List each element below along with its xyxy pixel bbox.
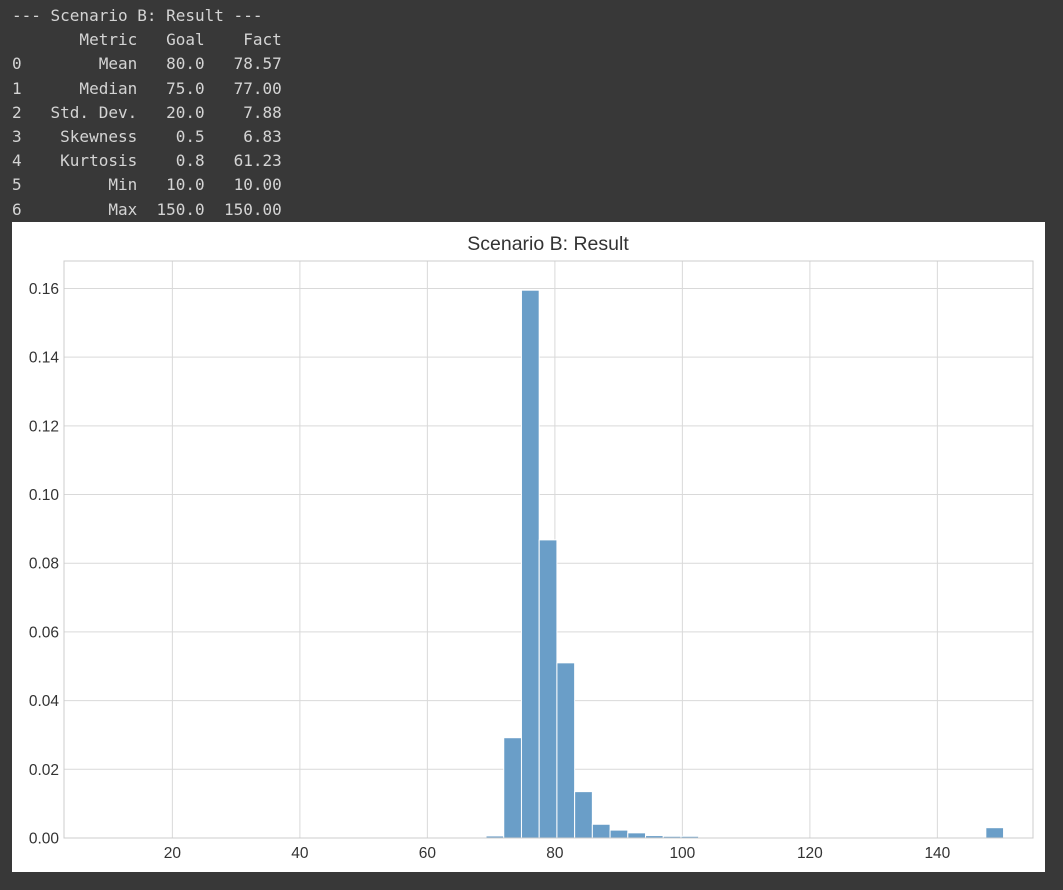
fact-cell: 150.00 — [204, 199, 282, 219]
goal-cell: 80.0 — [137, 54, 205, 74]
row-index: 3 — [12, 127, 32, 147]
y-tick-label: 0.06 — [29, 624, 59, 641]
table-row: 6 Max 150.0 150.00 — [12, 200, 282, 219]
x-tick-label: 80 — [546, 845, 564, 862]
column-header: Metric — [31, 30, 138, 50]
y-tick-label: 0.08 — [29, 556, 59, 573]
row-index: 5 — [12, 175, 32, 195]
table-row: 2 Std. Dev. 20.0 7.88 — [12, 103, 282, 122]
histogram-bars — [485, 289, 1005, 839]
fact-cell: 7.88 — [204, 102, 282, 122]
row-index: 1 — [12, 78, 32, 98]
goal-cell: 0.8 — [137, 151, 205, 171]
y-tick-label: 0.00 — [29, 831, 60, 848]
column-header: Goal — [137, 30, 205, 50]
x-tick-label: 60 — [419, 845, 437, 862]
y-tick-label: 0.12 — [29, 418, 59, 435]
y-tick-label: 0.02 — [29, 762, 59, 779]
row-index: 0 — [12, 54, 32, 74]
histogram-bar — [985, 827, 1005, 839]
fact-cell: 6.83 — [204, 127, 282, 147]
histogram-bar — [520, 289, 540, 839]
console-header: --- Scenario B: Result --- — [12, 6, 263, 25]
chart-title: Scenario B: Result — [467, 233, 629, 255]
metric-cell: Min — [31, 175, 138, 195]
row-index: 2 — [12, 102, 32, 122]
metric-cell: Kurtosis — [31, 151, 138, 171]
goal-cell: 0.5 — [137, 127, 205, 147]
row-index: 4 — [12, 151, 32, 171]
console-text: --- Scenario B: Result --- Metric Goal F… — [12, 4, 282, 222]
metric-cell: Median — [31, 78, 138, 98]
histogram-bar — [609, 829, 629, 839]
histogram-bar — [503, 737, 522, 839]
fact-cell: 77.00 — [204, 78, 282, 98]
tick-labels: 20 40 60 80 100 120 140 0.00 0.02 0.04 0.06 0.08 0.1… — [29, 281, 951, 862]
fact-cell: 78.57 — [204, 54, 282, 74]
metrics-table: Metric Goal Fact 0 Mean 80.0 78.57 1 Med… — [12, 30, 282, 218]
y-tick-label: 0.04 — [29, 693, 60, 710]
x-tick-label: 40 — [291, 845, 309, 862]
y-tick-label: 0.16 — [29, 281, 59, 298]
histogram-bar — [627, 832, 647, 839]
plot-frame — [63, 260, 1034, 839]
table-row: 0 Mean 80.0 78.57 — [12, 54, 282, 73]
y-tick-label: 0.10 — [29, 487, 60, 504]
fact-cell: 61.23 — [204, 151, 282, 171]
table-header-row: Metric Goal Fact — [12, 30, 282, 50]
table-row: 3 Skewness 0.5 6.83 — [12, 127, 282, 146]
goal-cell: 20.0 — [137, 102, 205, 122]
metric-cell: Skewness — [31, 127, 138, 147]
metric-cell: Std. Dev. — [31, 102, 138, 122]
histogram-chart: Scenario B: Result 20 40 60 80 100 120 140 0.00… — [12, 222, 1045, 872]
histogram-bar — [538, 539, 558, 839]
metric-cell: Max — [31, 199, 138, 219]
x-tick-label: 20 — [164, 845, 182, 862]
metric-cell: Mean — [31, 54, 138, 74]
column-header: Fact — [204, 30, 282, 50]
goal-cell: 150.0 — [137, 199, 205, 219]
histogram-figure: Scenario B: Result 20 40 60 80 100 120 140 0.00… — [12, 222, 1045, 872]
y-tick-label: 0.14 — [29, 350, 60, 367]
table-row: 5 Min 10.0 10.00 — [12, 175, 282, 194]
goal-cell: 10.0 — [137, 175, 205, 195]
histogram-bar — [574, 791, 593, 839]
console-output-area: --- Scenario B: Result --- Metric Goal F… — [0, 0, 1063, 222]
x-tick-label: 140 — [924, 845, 950, 862]
axes — [63, 260, 1034, 839]
fact-cell: 10.00 — [204, 175, 282, 195]
histogram-bar — [591, 823, 611, 839]
goal-cell: 75.0 — [137, 78, 205, 98]
x-tick-label: 100 — [669, 845, 695, 862]
histogram-bar — [556, 662, 576, 839]
table-row: 4 Kurtosis 0.8 61.23 — [12, 151, 282, 170]
row-index: 6 — [12, 199, 32, 219]
x-tick-label: 120 — [797, 845, 823, 862]
table-row: 1 Median 75.0 77.00 — [12, 79, 282, 98]
